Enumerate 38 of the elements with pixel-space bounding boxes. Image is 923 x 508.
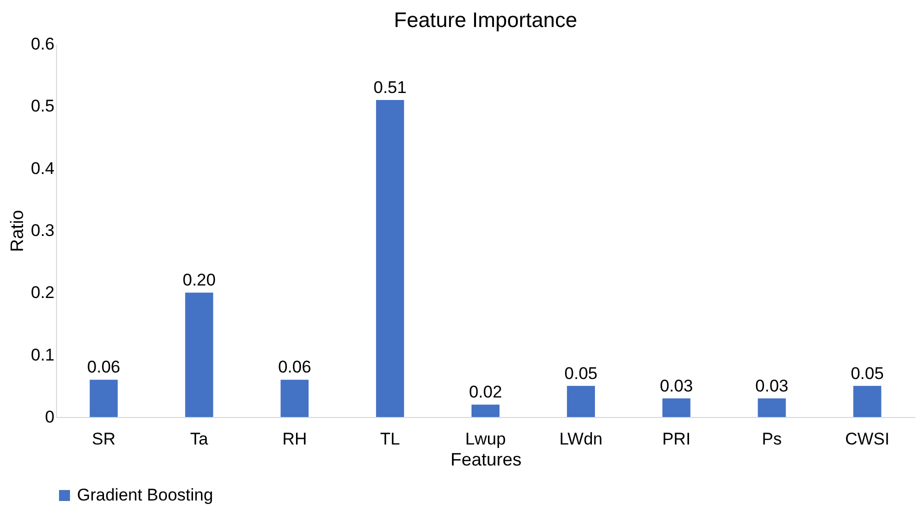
chart-title: Feature Importance [394, 9, 578, 32]
x-tick-label: CWSI [845, 430, 890, 448]
y-tick-label: 0.3 [30, 221, 54, 240]
x-axis-title: Features [450, 450, 522, 470]
data-label: 0.03 [755, 376, 788, 396]
bar [853, 386, 882, 417]
data-label: 0.06 [278, 358, 312, 377]
bar [280, 380, 309, 417]
data-label: 0.51 [374, 78, 407, 97]
x-tick-label: SR [92, 430, 116, 448]
bar [758, 398, 786, 417]
x-tick-label: RH [282, 430, 307, 448]
x-tick-label: LWdn [559, 430, 603, 448]
y-tick-label: 0.5 [30, 96, 54, 116]
data-label: 0.03 [660, 376, 693, 396]
bar [185, 292, 214, 417]
x-tick-label: PRI [662, 430, 691, 448]
y-tick-label: 0.1 [30, 345, 54, 364]
y-axis-title: Ratio [6, 210, 27, 252]
bar [566, 386, 595, 417]
bar [662, 398, 690, 417]
data-label: 0.20 [182, 270, 216, 290]
y-tick-label: 0.6 [30, 34, 54, 54]
x-tick-label: TL [380, 430, 400, 448]
legend-label: Gradient Boosting [77, 486, 214, 504]
data-label: 0.05 [564, 364, 598, 383]
data-label: 0.05 [850, 364, 884, 383]
data-label: 0.02 [468, 382, 502, 402]
data-label: 0.06 [87, 358, 120, 377]
x-tick-label: Ta [190, 430, 209, 448]
bar [376, 100, 404, 417]
y-tick-label: 0.2 [30, 283, 54, 302]
y-tick-label: 0 [45, 408, 54, 426]
x-tick-label: Ps [762, 430, 782, 448]
bar [90, 380, 118, 417]
y-tick-label: 0.4 [30, 158, 54, 178]
bar [472, 404, 500, 417]
x-tick-label: Lwup [465, 430, 506, 448]
